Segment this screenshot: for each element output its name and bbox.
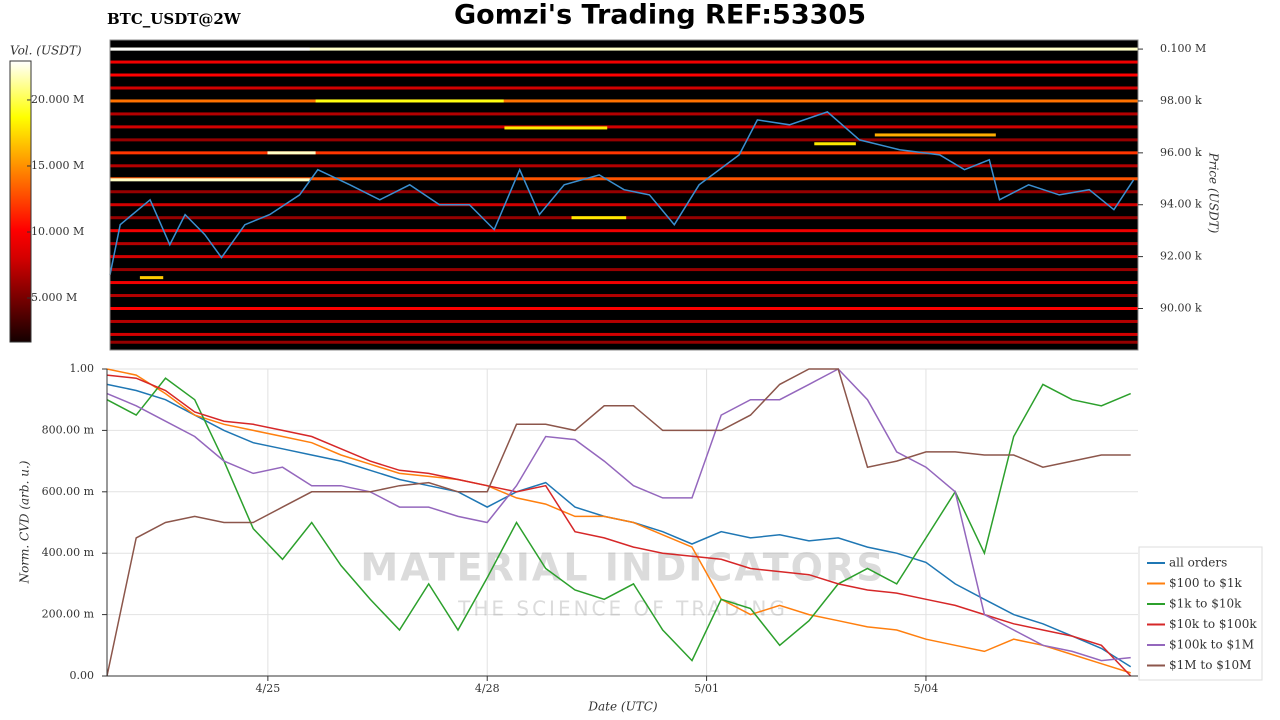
watermark: MATERIAL INDICATORS — [360, 546, 885, 590]
volume-segment — [504, 126, 608, 130]
volume-level — [110, 190, 1138, 194]
volume-segment — [110, 178, 310, 182]
y2-axis-label: Price (USDT) — [1207, 152, 1221, 234]
volume-level — [110, 60, 1138, 64]
y-tick-label: 800.00 m — [42, 423, 95, 436]
y2-tick-label: 90.00 k — [1160, 301, 1202, 314]
volume-level — [110, 99, 1138, 103]
y-tick-label: 200.00 m — [42, 608, 95, 621]
colorbar-tick-label: 5.000 M — [31, 291, 77, 304]
volume-segment — [814, 142, 856, 146]
volume-level — [110, 340, 1138, 344]
y2-tick-label: 96.00 k — [1160, 146, 1202, 159]
y-tick-label: 1.00 — [70, 362, 95, 375]
x-tick-label: 5/04 — [914, 682, 939, 695]
cvd-line — [106, 368, 1131, 677]
y2-tick-label: 98.00 k — [1160, 94, 1202, 107]
y-tick-label: 400.00 m — [42, 546, 95, 559]
colorbar — [9, 60, 32, 343]
volume-level — [110, 177, 1138, 181]
legend-label: $1k to $10k — [1169, 597, 1242, 611]
volume-segment — [267, 151, 316, 155]
legend-label: $1M to $10M — [1169, 658, 1251, 672]
x-tick-label: 4/25 — [256, 682, 281, 695]
colorbar-label: Vol. (USDT) — [10, 44, 82, 58]
legend-box — [1138, 546, 1263, 681]
volume-level — [110, 151, 1138, 155]
watermark: THE SCIENCE OF TRADING — [457, 597, 788, 621]
colorbar-tick-label: 10.000 M — [31, 225, 84, 238]
volume-level — [110, 164, 1138, 168]
x-tick-label: 5/01 — [694, 682, 719, 695]
y-tick-label: 0.00 — [70, 669, 95, 682]
cvd-line — [106, 383, 1132, 668]
volume-level — [110, 242, 1138, 246]
legend-label: $100k to $1M — [1169, 638, 1254, 652]
legend-label: all orders — [1169, 556, 1227, 570]
cvd-line — [106, 374, 1132, 677]
market-label: BTC_USDT@2W — [107, 10, 242, 28]
volume-level — [110, 319, 1138, 323]
legend-label: $100 to $1k — [1169, 576, 1242, 590]
cvd-line — [106, 368, 1131, 674]
y-tick-label: 600.00 m — [42, 485, 95, 498]
volume-segment — [874, 133, 996, 137]
y-axis-label: Norm. CVD (arb. u.) — [18, 460, 32, 584]
volume-level — [110, 86, 1138, 90]
volume-level — [110, 73, 1138, 77]
volume-level — [110, 229, 1138, 233]
x-tick-label: 4/28 — [475, 682, 500, 695]
volume-level — [110, 306, 1138, 310]
volume-level — [110, 255, 1138, 259]
volume-segment — [315, 99, 504, 103]
volume-level — [110, 125, 1138, 129]
cvd-line — [106, 377, 1131, 662]
plot-background — [110, 40, 1138, 350]
volume-segment — [139, 276, 164, 280]
colorbar-tick-label: 20.000 M — [31, 93, 84, 106]
volume-level — [110, 268, 1138, 272]
volume-level — [110, 47, 1138, 51]
y2-tick-label: 92.00 k — [1160, 250, 1202, 263]
volume-level — [110, 332, 1138, 336]
volume-level — [110, 203, 1138, 207]
volume-segment — [571, 216, 627, 220]
volume-level — [110, 281, 1138, 285]
y2-tick-label: 94.00 k — [1160, 198, 1202, 211]
x-axis-label: Date (UTC) — [587, 700, 657, 714]
cvd-line — [106, 368, 1131, 662]
plot-frame — [109, 39, 1139, 351]
y2-tick-label: 0.100 M — [1160, 42, 1206, 55]
chart-title: Gomzi's Trading REF:53305 — [454, 0, 866, 31]
price-line — [109, 111, 1135, 275]
volume-level — [110, 294, 1138, 298]
legend-label: $10k to $100k — [1169, 617, 1257, 631]
colorbar-tick-label: 15.000 M — [31, 159, 84, 172]
volume-level — [110, 112, 1138, 116]
volume-level — [110, 138, 1138, 142]
volume-segment — [110, 47, 310, 51]
